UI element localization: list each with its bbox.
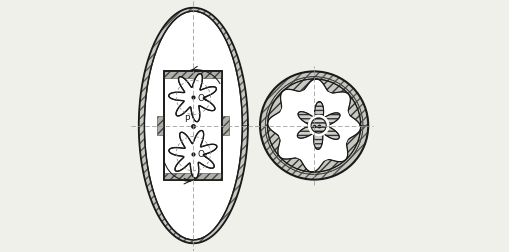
Circle shape (307, 115, 329, 137)
Text: O₁: O₁ (197, 93, 208, 102)
Polygon shape (222, 117, 229, 135)
Polygon shape (265, 78, 362, 174)
Polygon shape (168, 74, 216, 122)
Polygon shape (260, 72, 367, 180)
Polygon shape (168, 131, 216, 178)
Polygon shape (297, 102, 340, 150)
Ellipse shape (144, 12, 242, 240)
Circle shape (310, 118, 326, 134)
Circle shape (277, 90, 350, 162)
Polygon shape (164, 72, 222, 180)
Polygon shape (164, 173, 222, 180)
Polygon shape (164, 72, 222, 79)
Text: P: P (184, 115, 189, 124)
Text: O₂: O₂ (197, 150, 208, 159)
Polygon shape (267, 80, 360, 172)
Polygon shape (138, 9, 247, 243)
Circle shape (265, 78, 362, 174)
Polygon shape (157, 117, 164, 135)
